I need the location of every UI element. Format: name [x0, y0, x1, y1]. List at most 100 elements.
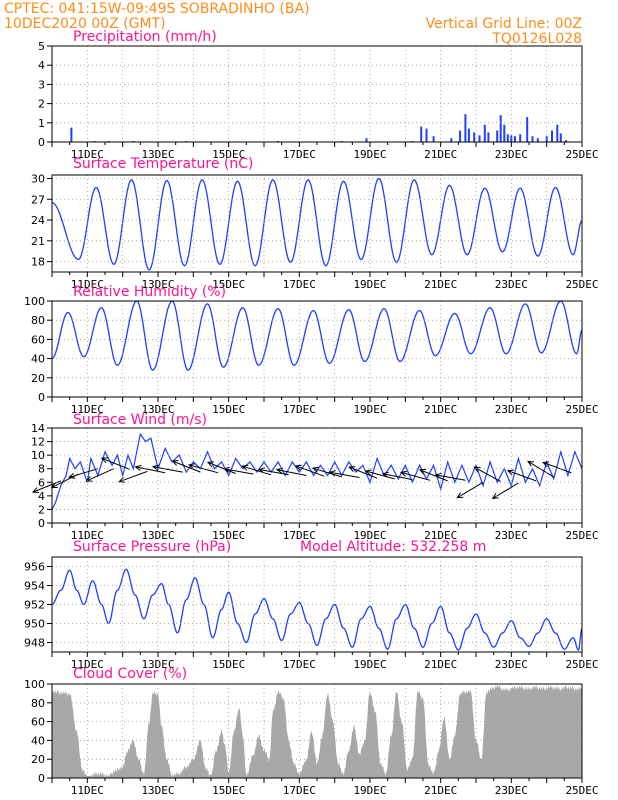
wind-vector — [171, 460, 201, 473]
cloud-y-label: 20 — [31, 753, 45, 766]
wind-vector — [328, 470, 360, 478]
rh-x-label: 15DEC — [212, 403, 245, 416]
rh-x-label: 11DEC — [71, 403, 104, 416]
precip-bar — [545, 136, 548, 142]
header-grid-note: Vertical Grid Line: 00Z — [426, 16, 582, 32]
cloud-y-label: 60 — [31, 716, 45, 729]
wind-vector — [68, 468, 99, 479]
header-run-date: 10DEC2020 00Z (GMT) — [4, 16, 166, 32]
precip-bar — [559, 133, 562, 142]
wind-vector-shaft — [435, 474, 466, 481]
precip-bar — [551, 130, 553, 142]
wind-y-label: 10 — [31, 449, 45, 462]
temp-x-label: 15DEC — [212, 278, 245, 291]
precip-bar — [499, 115, 502, 142]
precip-bar — [556, 124, 559, 142]
wind-vector-head — [85, 475, 93, 482]
cloud-x-label: 23DEC — [495, 784, 528, 797]
cloud-x-label: 19DEC — [353, 784, 386, 797]
wind-vector-shaft — [188, 464, 219, 474]
cloud-y-label: 100 — [24, 678, 45, 691]
wind-vector-shaft — [69, 468, 99, 478]
wind-vector-shaft — [312, 467, 342, 478]
wind-vector-head — [348, 466, 356, 472]
header-station: CPTEC: 041:15W-09:49S SOBRADINHO (BA) — [4, 1, 310, 17]
wind-vector — [506, 469, 537, 482]
wind-vector — [100, 457, 130, 470]
pres-y-label: 954 — [24, 580, 45, 593]
wind-vector — [222, 466, 254, 475]
wind-vector — [473, 466, 501, 483]
wind-vector-shaft — [119, 470, 148, 483]
rh-x-label: 13DEC — [141, 403, 174, 416]
rh-x-label: 19DEC — [353, 403, 386, 416]
precip-x-label: 11DEC — [71, 148, 104, 161]
wind-vector-head — [311, 466, 319, 473]
cloud-x-label: 17DEC — [283, 784, 316, 797]
wind-vector-head — [491, 493, 499, 499]
wind-x-label: 11DEC — [71, 529, 104, 542]
precip-y-label: 4 — [38, 59, 45, 72]
wind-vector — [527, 460, 554, 478]
wind-vector — [294, 464, 325, 477]
cloud-title: Cloud Cover (%) — [73, 666, 187, 682]
pres-y-label: 956 — [24, 561, 45, 574]
wind-y-label: 8 — [38, 463, 45, 476]
pres-y-label: 952 — [24, 599, 45, 612]
precip-bar — [467, 128, 470, 142]
precip-bar — [483, 124, 486, 142]
wind-vector-head — [364, 469, 372, 476]
pres-y-label: 950 — [24, 618, 45, 631]
wind-vector — [456, 481, 484, 499]
temp-y-label: 27 — [31, 193, 45, 206]
rh-x-label: 23DEC — [495, 403, 528, 416]
wind-x-label: 19DEC — [353, 529, 386, 542]
wind-vector-shaft — [382, 473, 413, 481]
pres-x-label: 13DEC — [141, 658, 174, 671]
wind-vector-shaft — [329, 471, 360, 478]
wind-vector-head — [434, 472, 442, 479]
precip-bar — [365, 138, 368, 142]
wind-vector — [134, 464, 166, 474]
wind-x-label: 21DEC — [424, 529, 457, 542]
precip-x-label: 25DEC — [565, 148, 598, 161]
wind-vector-shaft — [295, 465, 325, 477]
precip-y-label: 3 — [38, 78, 45, 91]
wind-vector-head — [418, 468, 426, 475]
wind-vector — [85, 468, 115, 482]
temp-panel: Surface Temperature (nC) 11DEC 13DEC 15DEC 1… — [31, 156, 599, 291]
wind-vector — [206, 461, 236, 474]
pres-annotation: Model Altitude: 532.258 m — [300, 539, 486, 555]
pres-x-label: 17DEC — [283, 658, 316, 671]
temp-x-label: 13DEC — [141, 278, 174, 291]
rh-x-label: 17DEC — [283, 403, 316, 416]
wind-vector-head — [399, 470, 408, 477]
wind-vector-head — [527, 460, 535, 467]
wind-vector-shaft — [135, 466, 166, 474]
temp-y-label: 18 — [31, 256, 45, 269]
temp-x-label: 19DEC — [353, 278, 386, 291]
precip-bar — [503, 124, 506, 142]
pres-x-label: 15DEC — [212, 658, 245, 671]
pres-title: Surface Pressure (hPa) — [73, 539, 231, 555]
wind-vector-shaft — [86, 468, 115, 482]
wind-vector — [118, 470, 148, 483]
wind-y-label: 0 — [38, 517, 45, 530]
wind-vector-head — [506, 469, 514, 476]
precip-bar — [478, 135, 481, 142]
wind-vector-shaft — [365, 470, 395, 480]
rh-panel: Relative Humidity (%) 11DEC 13DEC 15DEC 17DE… — [24, 284, 599, 416]
rh-x-label: 25DEC — [565, 403, 598, 416]
precip-bar — [513, 136, 516, 142]
wind-vector-shaft — [276, 469, 307, 476]
wind-x-label: 25DEC — [565, 529, 598, 542]
wind-vector-head — [171, 460, 179, 466]
precip-y-label: 0 — [38, 136, 45, 149]
wind-vector-shaft — [172, 460, 201, 473]
rh-y-label: 40 — [31, 353, 45, 366]
wind-vector-head — [456, 492, 464, 499]
cloud-panel: Cloud Cover (%) 11DEC 13DEC 15DEC 17DEC 19DEC… — [24, 666, 599, 797]
wind-vector-shaft — [507, 470, 537, 482]
cloud-y-label: 40 — [31, 734, 45, 747]
